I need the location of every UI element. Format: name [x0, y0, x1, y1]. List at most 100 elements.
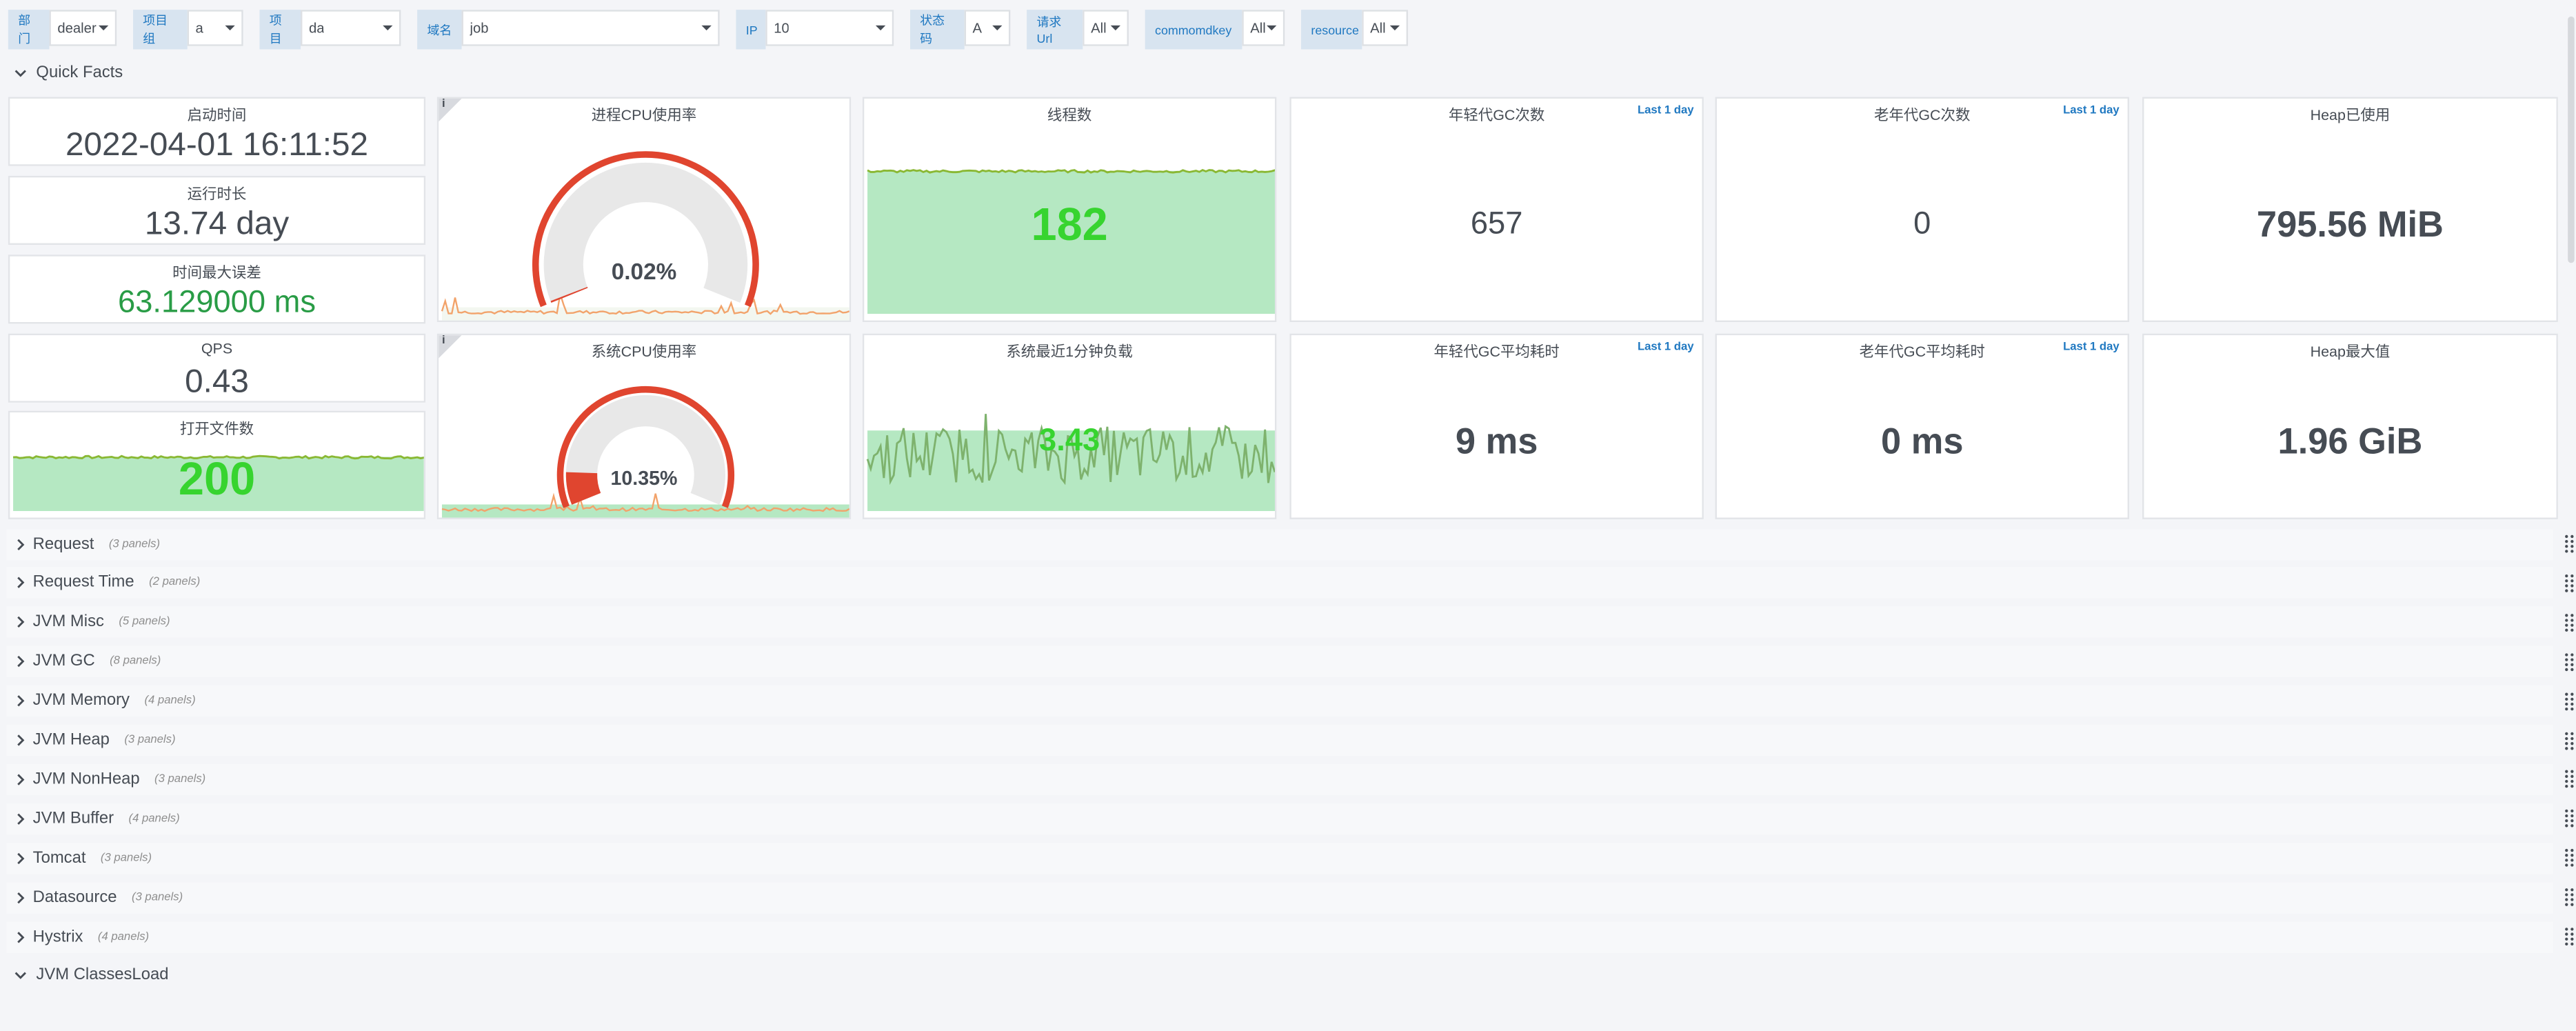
variable[interactable]: commomdkey All [1145, 10, 1285, 50]
drag-dot [2565, 613, 2568, 617]
row-header[interactable]: JVM Memory (4 panels) [6, 685, 2574, 717]
sparkline [866, 414, 1275, 486]
drag-dot [2565, 863, 2568, 868]
drag-dot [2565, 534, 2568, 539]
row-title: Request [32, 534, 94, 553]
drag-handle[interactable] [2564, 888, 2574, 908]
drag-handle[interactable] [2564, 573, 2574, 593]
row-header[interactable]: Hystrix (4 panels) [6, 921, 2574, 952]
row-header[interactable]: JVM ClassesLoad [13, 965, 168, 986]
row-title: Request Time [32, 574, 134, 592]
row-title: Hystrix [32, 928, 83, 946]
drag-handle[interactable] [2564, 848, 2574, 868]
drag-dot [2565, 898, 2568, 901]
drag-dot [2565, 893, 2568, 897]
variable[interactable]: 状态码 A [910, 10, 1011, 50]
variable-dropdown[interactable]: a [187, 10, 243, 46]
variable-dropdown[interactable]: 10 [765, 10, 894, 46]
panel: 年轻代GC次数 Last 1 day 657 [1289, 97, 1704, 323]
panel-title: 线程数 [1047, 106, 1092, 123]
variable-dropdown[interactable]: job [461, 10, 720, 46]
caret [383, 25, 393, 31]
variable[interactable]: 部门 dealer [8, 10, 117, 50]
row-header[interactable]: JVM GC (8 panels) [6, 645, 2574, 678]
variable-dropdown[interactable]: All [1242, 10, 1285, 46]
drag-handle[interactable] [2564, 730, 2574, 750]
chevron-shape [17, 852, 25, 864]
drag-dot [2565, 770, 2568, 774]
drag-dot [2565, 819, 2568, 823]
row-title: JVM Memory [32, 692, 130, 710]
drag-dot [2570, 550, 2574, 553]
variable-dropdown[interactable]: da [301, 10, 401, 46]
row-panel-count: (3 panels) [100, 852, 152, 864]
caret-shape [1110, 25, 1121, 31]
sparkline [441, 293, 849, 315]
row-header[interactable]: Tomcat (3 panels) [6, 842, 2574, 874]
drag-dot [2570, 628, 2574, 632]
panel: 年轻代GC平均耗时 Last 1 day 9 ms [1289, 333, 1704, 519]
chevron-down [14, 70, 26, 77]
variable[interactable]: 请求Url All [1027, 10, 1129, 50]
chevron-shape [17, 930, 25, 943]
drag-handle[interactable] [2564, 534, 2574, 554]
panel-title: 运行时长 [187, 186, 247, 203]
chevron-shape [17, 617, 25, 628]
chevron-shape [17, 813, 25, 825]
row-header[interactable]: JVM Misc (5 panels) [6, 606, 2574, 639]
drag-handle[interactable] [2564, 652, 2574, 672]
row-panel-count: (4 panels) [128, 812, 180, 825]
drag-dot [2565, 652, 2568, 656]
variable[interactable]: resource All [1301, 10, 1408, 50]
row-header[interactable]: Datasource (3 panels) [6, 881, 2574, 913]
scrollbar [2568, 16, 2575, 263]
caret-shape [383, 25, 393, 31]
panel-value: 10.35% [610, 466, 678, 490]
drag-dot [2565, 545, 2568, 548]
variable-label: 项目组 [132, 10, 188, 50]
drag-dot [2570, 893, 2574, 897]
drag-dot [2570, 534, 2574, 539]
drag-dot [2565, 810, 2568, 813]
row-header[interactable]: Quick Facts [13, 63, 123, 84]
variable-dropdown[interactable]: A [964, 10, 1011, 46]
drag-dot [2570, 692, 2574, 695]
panel-value: 2022-04-01 16:11:52 [66, 127, 368, 164]
caret-shape [98, 25, 109, 31]
panel-title: 进程CPU使用率 [591, 106, 697, 123]
row-header[interactable]: JVM Heap (3 panels) [6, 724, 2574, 757]
drag-handle[interactable] [2564, 927, 2574, 947]
caret-shape [225, 25, 235, 31]
row-header[interactable]: JVM NonHeap (3 panels) [6, 763, 2574, 795]
row-title: Tomcat [32, 849, 86, 868]
sparkline-fill [441, 307, 849, 321]
variable[interactable]: IP 10 [736, 10, 894, 50]
variable[interactable]: 域名 job [417, 10, 720, 50]
variable[interactable]: 项目组 a [132, 10, 243, 50]
drag-handle[interactable] [2564, 809, 2574, 829]
info-icon[interactable]: i [441, 98, 445, 110]
row-header[interactable]: Request (3 panels) [6, 528, 2574, 560]
caret [98, 25, 109, 31]
row-header[interactable]: Request Time (2 panels) [6, 567, 2574, 599]
variable-dropdown[interactable]: All [1083, 10, 1129, 46]
variable[interactable]: 项目 da [259, 10, 401, 50]
variable-dropdown[interactable]: dealer [49, 10, 117, 46]
variable-dropdown[interactable]: All [1362, 10, 1408, 46]
panel-value: 182 [1031, 198, 1108, 249]
variable-bar: 部门 dealer 项目组 a 项目 da 域名 job IP 10 状态码 A 请求Url All com… [8, 10, 1425, 50]
panel-value: 3.43 [1039, 423, 1100, 458]
panel-title: Heap最大值 [2310, 343, 2391, 360]
drag-handle[interactable] [2564, 612, 2574, 632]
chevron-shape [17, 892, 25, 903]
drag-dot [2565, 574, 2568, 578]
row-header[interactable]: JVM Buffer (4 panels) [6, 803, 2574, 834]
drag-dot [2570, 819, 2574, 823]
drag-handle[interactable] [2564, 691, 2574, 711]
chevron-right [17, 852, 25, 864]
drag-dot [2570, 707, 2574, 710]
drag-dot [2565, 745, 2568, 750]
time-badge: Last 1 day [1637, 341, 1694, 354]
info-icon[interactable]: i [441, 335, 445, 347]
drag-handle[interactable] [2564, 770, 2574, 790]
